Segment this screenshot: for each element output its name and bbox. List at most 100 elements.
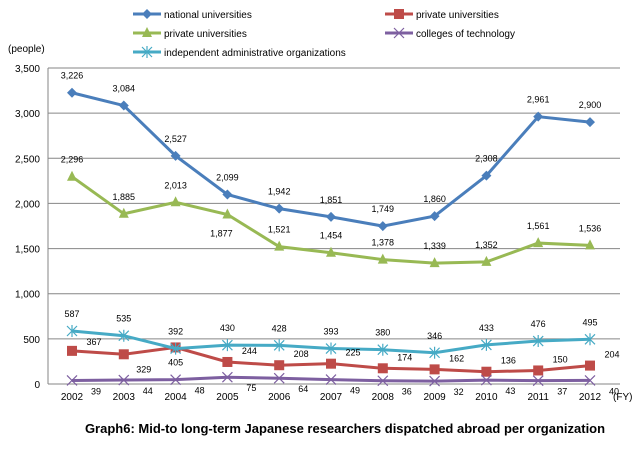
data-label: 136	[501, 356, 516, 366]
data-label: 48	[195, 386, 205, 396]
data-label: 2,900	[579, 100, 602, 110]
legend-label: colleges of technology	[416, 29, 515, 40]
data-label: 430	[220, 323, 235, 333]
diamond-marker	[533, 111, 544, 122]
x-tick-label: 2005	[216, 392, 239, 403]
diamond-marker	[142, 9, 152, 19]
x-marker	[429, 375, 441, 387]
data-label: 380	[375, 328, 390, 338]
y-tick-label: 1,000	[15, 290, 40, 301]
data-label: 428	[272, 323, 287, 333]
square-marker	[67, 345, 77, 356]
data-label: 535	[116, 314, 131, 324]
x-marker	[584, 374, 596, 386]
triangle-marker	[274, 240, 285, 251]
data-label: 392	[168, 327, 183, 337]
data-label: 1,860	[423, 194, 446, 204]
x-marker	[480, 374, 492, 386]
star-marker	[532, 335, 544, 348]
data-label: 174	[397, 352, 412, 362]
triangle-marker	[585, 239, 595, 250]
data-label: 476	[531, 319, 546, 329]
y-tick-label: 500	[23, 335, 40, 346]
data-label: 2,527	[164, 134, 187, 144]
x-marker	[532, 375, 544, 387]
data-label: 1,851	[320, 195, 343, 205]
data-label: 162	[449, 353, 464, 363]
x-tick-label: 2010	[475, 392, 498, 403]
y-tick-label: 0	[34, 380, 40, 391]
x-tick-label: 2011	[527, 392, 549, 403]
x-marker	[221, 371, 233, 383]
data-label: 367	[86, 337, 101, 347]
triangle-marker	[481, 255, 492, 266]
star-marker	[584, 333, 596, 346]
y-axis-label: (people)	[8, 44, 45, 55]
x-marker	[325, 374, 337, 386]
data-label: 433	[479, 323, 494, 333]
diamond-marker	[429, 211, 440, 222]
data-label: 40	[609, 386, 619, 396]
data-label: 1,454	[320, 231, 343, 241]
data-label: 1,536	[579, 223, 602, 233]
data-label: 3,226	[61, 71, 84, 81]
data-label: 36	[402, 387, 412, 397]
star-marker	[429, 346, 441, 359]
diamond-marker	[118, 100, 129, 111]
square-marker	[326, 358, 336, 369]
data-label: 346	[427, 331, 442, 341]
triangle-marker	[429, 257, 440, 268]
y-tick-label: 3,500	[15, 64, 40, 75]
x-axis-label: (FY)	[613, 392, 632, 403]
triangle-marker	[377, 253, 388, 264]
legend-label: private universities	[164, 29, 247, 40]
x-marker	[170, 374, 182, 386]
diamond-marker	[170, 150, 181, 161]
triangle-marker	[118, 207, 129, 218]
chart-title: Graph6: Mid-to long-term Japanese resear…	[85, 421, 605, 436]
data-label: 43	[505, 386, 515, 396]
data-label: 1,352	[475, 240, 498, 250]
y-tick-label: 1,500	[15, 245, 40, 256]
x-tick-label: 2006	[268, 392, 291, 403]
x-tick-label: 2007	[320, 392, 343, 403]
star-marker	[66, 325, 78, 338]
x-tick-label: 2002	[61, 392, 84, 403]
data-label: 39	[91, 386, 101, 396]
square-marker	[394, 9, 404, 19]
diamond-marker	[274, 203, 285, 214]
diamond-marker	[377, 221, 388, 232]
square-marker	[481, 366, 492, 377]
square-marker	[585, 360, 595, 371]
data-label: 150	[553, 354, 568, 364]
data-label: 44	[143, 386, 153, 396]
diamond-marker	[326, 211, 336, 222]
data-label: 587	[64, 309, 79, 319]
star-marker	[480, 338, 492, 351]
data-label: 64	[298, 384, 308, 394]
x-marker	[393, 27, 405, 39]
y-tick-label: 2,500	[15, 154, 40, 165]
data-label: 208	[294, 349, 309, 359]
x-marker	[273, 372, 285, 384]
x-tick-label: 2009	[423, 392, 446, 403]
legend-label: private universities	[416, 10, 499, 21]
square-marker	[429, 364, 440, 375]
triangle-marker	[67, 170, 77, 181]
data-label: 1,561	[527, 221, 550, 231]
star-marker	[118, 329, 130, 342]
square-marker	[118, 349, 129, 360]
diamond-marker	[585, 117, 595, 128]
star-marker	[141, 46, 153, 58]
data-label: 2,961	[527, 95, 550, 105]
data-label: 1,877	[210, 229, 233, 239]
data-label: 495	[582, 317, 597, 327]
x-marker	[66, 375, 78, 386]
star-marker	[273, 339, 285, 352]
diamond-marker	[222, 189, 233, 200]
data-label: 1,339	[423, 241, 446, 251]
data-label: 1,885	[113, 192, 136, 202]
data-label: 32	[454, 387, 464, 397]
